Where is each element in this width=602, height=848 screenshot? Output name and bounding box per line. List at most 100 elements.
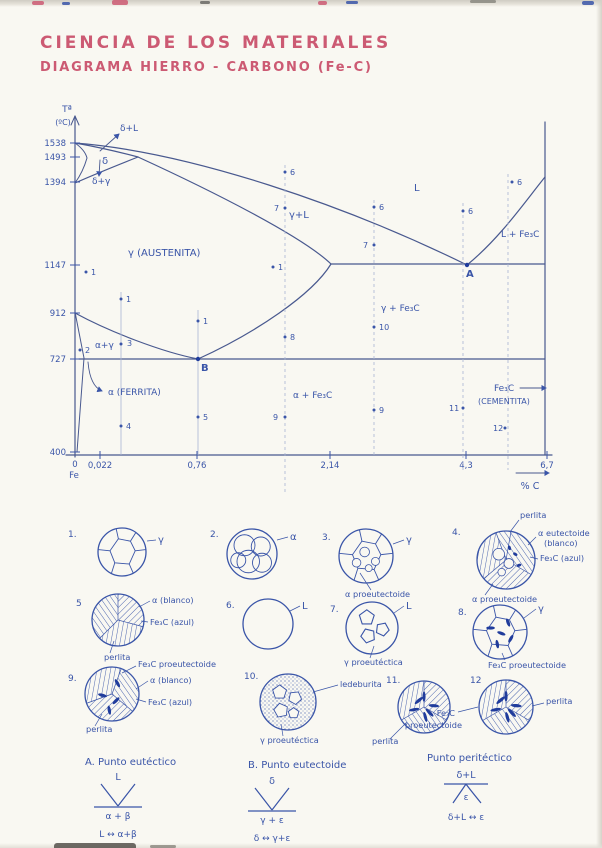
micro-leader: [389, 721, 408, 740]
reaction-equation: δ ↔ γ+ε: [254, 834, 291, 844]
micro-label: γ proeutéctica: [344, 657, 403, 667]
torn-edge-speck: [200, 1, 210, 4]
torn-edge-speck: [318, 1, 327, 5]
micro-detail: [272, 684, 288, 699]
region-label: (CEMENTITA): [478, 397, 530, 406]
x-tick-label: 2,14: [321, 461, 340, 471]
reaction-top-phase: δ: [269, 776, 275, 787]
state-marker-number: 10: [379, 323, 389, 332]
micro-detail: [115, 528, 119, 539]
state-marker-dot: [271, 265, 275, 269]
micro-label: α eutectoide: [538, 528, 590, 538]
micro-detail: [250, 536, 271, 557]
scan-smudge: [54, 843, 136, 848]
state-marker-number: 1: [203, 317, 208, 326]
micro-detail: [505, 712, 510, 723]
reaction-sketch: Punto peritéctico δ+L ε δ+L ↔ ε: [427, 752, 512, 823]
state-marker-dot: [372, 243, 376, 247]
micro-detail: [358, 529, 363, 542]
micro-detail: [135, 549, 146, 552]
micro-number: 9.: [68, 674, 77, 684]
reaction-curve: [452, 783, 467, 804]
micro-leader: [94, 713, 103, 727]
micro-circle: [397, 680, 451, 734]
liquidus-left-curve: [74, 142, 468, 266]
key-point-label: B: [201, 363, 209, 374]
state-marker-dot: [372, 408, 376, 412]
micro-circle: [84, 666, 140, 722]
region-label: L: [414, 183, 420, 194]
micro-detail: [423, 711, 428, 722]
micro-detail: [114, 679, 121, 688]
micro-label: Fe₃C (azul): [148, 697, 192, 707]
region-label: α + Fe₃C: [293, 391, 332, 401]
micro-detail: [130, 531, 137, 542]
state-marker-dot: [196, 415, 200, 419]
micro-number: 12: [470, 676, 481, 686]
torn-edge-speck: [582, 1, 594, 5]
reaction-title: Punto peritéctico: [427, 752, 512, 764]
micro-detail: [479, 680, 506, 721]
delta-region-boundary: [74, 142, 88, 184]
micro-circle: [259, 673, 317, 731]
micro-leader: [392, 539, 405, 545]
state-marker-number: 6: [379, 203, 384, 212]
fe-origin-label: Fe: [69, 471, 79, 481]
micro-leader: [276, 536, 289, 541]
torn-paper-edge: [0, 0, 602, 7]
micro-number: 8.: [458, 608, 467, 618]
state-marker-number: 11: [449, 404, 459, 413]
torn-edge-speck: [62, 2, 70, 5]
micro-number: 7.: [330, 605, 339, 615]
micro-sketch-1: 1. γ: [68, 527, 164, 577]
micro-detail: [287, 707, 300, 719]
state-marker-number: 12: [493, 424, 503, 433]
micro-label: Fe₃C proeutectoide: [488, 660, 566, 670]
torn-edge-speck: [346, 1, 358, 4]
micro-detail: [273, 702, 288, 718]
state-marker-dot: [283, 415, 287, 419]
micro-leader: [523, 608, 537, 619]
reaction-sketch: B. Punto eutectoide δ γ + ε δ ↔ γ+ε: [248, 760, 346, 844]
gamma-solidus-curve: [137, 156, 332, 265]
micro-detail: [505, 706, 530, 721]
micro-detail: [483, 560, 532, 589]
micro-circle: [97, 527, 147, 577]
micro-detail: [111, 693, 133, 712]
micro-label: (blanco): [544, 538, 578, 548]
key-point-label: A: [466, 269, 474, 280]
reaction-top-phase: L: [115, 772, 121, 783]
micro-sketch-2: 2. α: [210, 528, 297, 580]
micro-detail: [492, 548, 505, 561]
reaction-equation: L ↔ α+β: [99, 830, 137, 840]
micro-detail: [497, 631, 506, 636]
micro-detail: [496, 696, 505, 704]
micro-detail: [339, 552, 353, 556]
micro-leader: [484, 583, 494, 596]
micro-label: γ: [158, 535, 164, 546]
x-tick-label: 0,76: [188, 461, 207, 471]
reaction-top-phase: δ+L: [456, 770, 476, 781]
micro-leader: [135, 698, 147, 703]
micro-label: proeutectoide: [405, 720, 462, 730]
state-marker-number: 4: [126, 422, 131, 431]
ferrite-solvus: [74, 311, 85, 453]
state-marker-number: 1: [91, 268, 96, 277]
micro-label: perlita: [86, 724, 112, 734]
micro-number: 4.: [452, 528, 461, 538]
micro-detail: [425, 708, 434, 717]
micro-sketch-7: 7. Lγ proeutéctica: [330, 601, 412, 667]
x-tick-label: 0,022: [88, 461, 112, 471]
micro-detail: [473, 628, 487, 632]
micro-label: L: [302, 601, 308, 612]
micro-leader: [501, 652, 506, 661]
micro-detail: [98, 549, 111, 552]
ferrita-arrow: [87, 361, 103, 393]
micro-detail: [408, 707, 420, 712]
micro-leader: [369, 645, 375, 659]
reaction-curve: [465, 783, 482, 804]
micro-leader: [146, 539, 157, 542]
course-title: CIENCIA DE LOS MATERIALES: [40, 33, 392, 53]
micro-detail: [422, 691, 426, 702]
